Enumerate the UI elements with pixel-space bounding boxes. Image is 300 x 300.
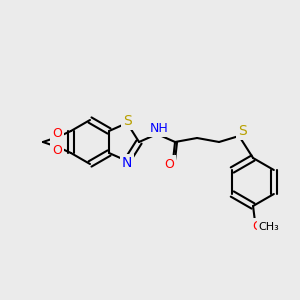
Text: O: O (52, 127, 62, 140)
Text: O: O (52, 144, 62, 157)
Text: NH: NH (150, 122, 168, 134)
Text: S: S (123, 114, 131, 128)
Text: O: O (252, 220, 262, 233)
Text: O: O (164, 158, 174, 170)
Text: S: S (238, 124, 246, 138)
Text: CH₃: CH₃ (259, 222, 279, 232)
Text: N: N (122, 156, 132, 170)
